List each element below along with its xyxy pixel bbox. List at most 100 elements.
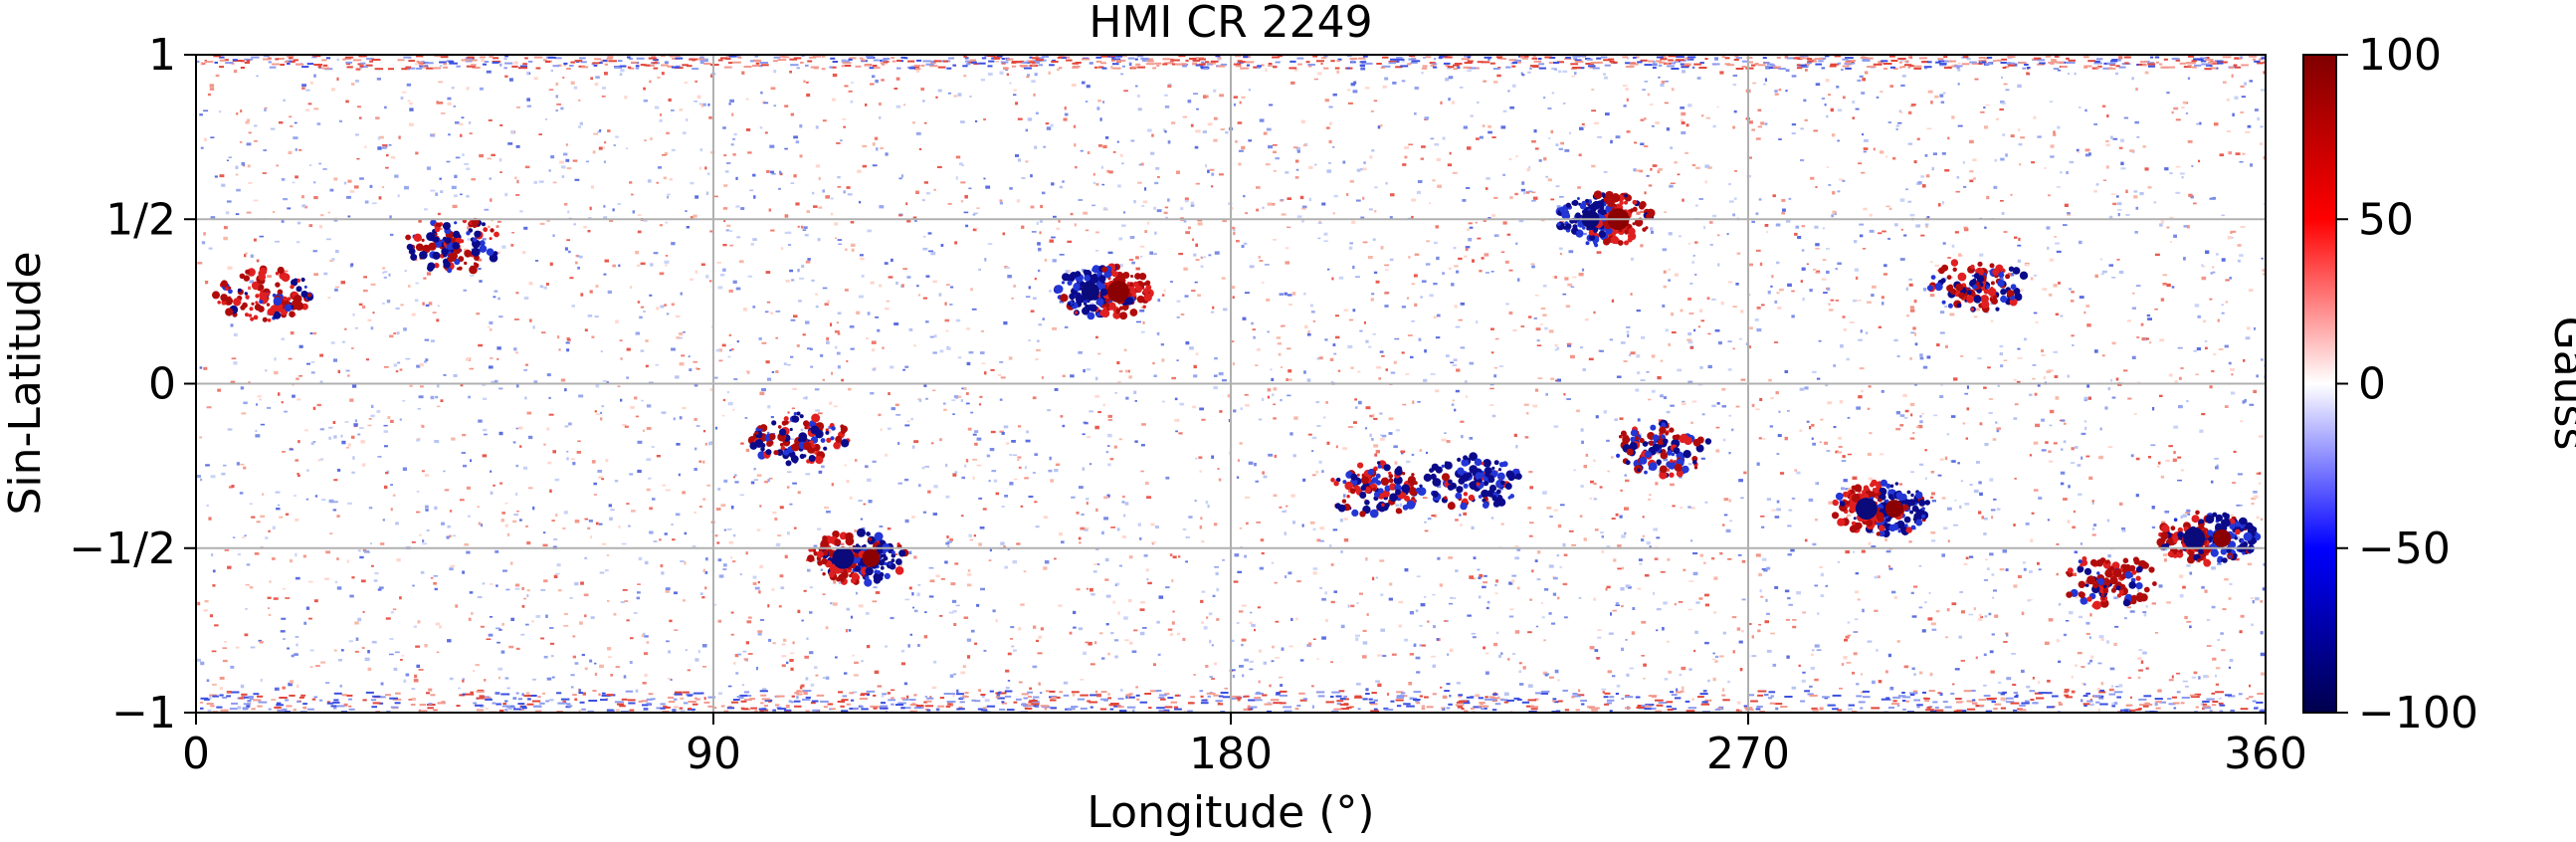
noise-speck [526, 105, 532, 107]
noise-speck [2148, 341, 2152, 344]
noise-speck [723, 154, 727, 157]
noise-speck [466, 230, 470, 232]
noise-speck [550, 69, 553, 73]
noise-speck [1565, 305, 1571, 309]
noise-speck [2249, 403, 2255, 406]
noise-speck [873, 586, 878, 589]
noise-speck [624, 425, 629, 428]
noise-speck [1985, 312, 1989, 314]
noise-speck [628, 525, 631, 527]
noise-speck [2135, 88, 2138, 91]
noise-speck [298, 344, 303, 348]
noise-speck [1627, 57, 1630, 60]
noise-speck [921, 100, 925, 103]
noise-speck [377, 588, 382, 591]
noise-speck [1623, 105, 1627, 107]
noise-speck [495, 225, 499, 228]
noise-speck [312, 250, 317, 253]
noise-speck [2020, 289, 2024, 292]
noise-speck [521, 693, 524, 697]
noise-speck [1794, 469, 1797, 472]
noise-speck [2071, 447, 2075, 451]
noise-speck [2181, 106, 2185, 109]
noise-speck [272, 526, 276, 529]
noise-speck [972, 476, 975, 480]
noise-speck [730, 506, 734, 510]
noise-speck [1005, 669, 1010, 673]
noise-speck [792, 641, 795, 645]
noise-speck [809, 651, 814, 655]
noise-speck [1810, 176, 1815, 180]
noise-speck [369, 184, 373, 188]
noise-speck [1144, 230, 1147, 233]
noise-speck [462, 433, 467, 437]
noise-speck [1002, 232, 1006, 236]
noise-speck [1169, 633, 1173, 636]
noise-speck [491, 219, 494, 222]
noise-speck [2209, 385, 2213, 389]
noise-speck [1039, 220, 1043, 223]
noise-speck [324, 577, 329, 580]
noise-speck [1231, 226, 1236, 230]
noise-speck [1110, 66, 1113, 70]
noise-speck [619, 339, 623, 341]
noise-speck [508, 708, 512, 711]
noise-speck [435, 395, 439, 399]
noise-speck [1097, 352, 1101, 355]
noise-speck [583, 226, 587, 229]
noise-speck [1525, 191, 1530, 194]
noise-speck [2127, 677, 2132, 679]
noise-speck [1548, 564, 1554, 568]
noise-speck [1225, 130, 1229, 134]
noise-speck [2097, 662, 2102, 665]
noise-speck [1052, 259, 1057, 263]
noise-speck [1035, 526, 1040, 528]
noise-speck [2215, 466, 2219, 470]
noise-speck [1420, 296, 1423, 299]
noise-speck [413, 625, 417, 628]
noise-speck [2009, 273, 2014, 277]
noise-speck [1642, 516, 1645, 519]
noise-speck [1323, 240, 1328, 242]
noise-speck [2072, 572, 2077, 576]
noise-speck [1494, 337, 1499, 340]
noise-speck [1295, 617, 1298, 621]
noise-speck [1691, 400, 1697, 403]
noise-speck [1826, 114, 1829, 118]
noise-speck [717, 488, 721, 491]
noise-speck [2251, 497, 2256, 501]
noise-speck [517, 698, 522, 701]
noise-speck [275, 240, 280, 243]
noise-speck [953, 395, 959, 398]
noise-speck [1732, 84, 1737, 87]
noise-speck [1279, 676, 1284, 679]
noise-speck [1463, 512, 1468, 516]
noise-speck [2142, 651, 2147, 655]
noise-speck [1375, 450, 1380, 454]
noise-speck [825, 195, 830, 199]
noise-speck [1636, 310, 1641, 313]
noise-speck [447, 639, 452, 643]
noise-speck [1979, 422, 1983, 426]
noise-speck [1094, 641, 1097, 645]
noise-speck [282, 451, 286, 453]
noise-speck [969, 538, 974, 541]
noise-speck [542, 692, 545, 695]
noise-speck [1836, 86, 1840, 89]
noise-speck [739, 572, 742, 576]
noise-speck [835, 237, 838, 240]
noise-speck [630, 406, 635, 409]
noise-speck [1635, 169, 1640, 172]
noise-speck [526, 589, 530, 592]
noise-speck [1440, 101, 1443, 105]
noise-speck [867, 229, 873, 233]
noise-speck [363, 276, 367, 279]
noise-speck [1437, 486, 1442, 489]
noise-speck [2111, 396, 2116, 399]
noise-speck [709, 280, 712, 283]
noise-speck [1936, 343, 1940, 347]
noise-speck [1727, 281, 1733, 284]
noise-speck [490, 357, 494, 359]
noise-speck [2003, 641, 2008, 643]
noise-speck [549, 262, 553, 266]
